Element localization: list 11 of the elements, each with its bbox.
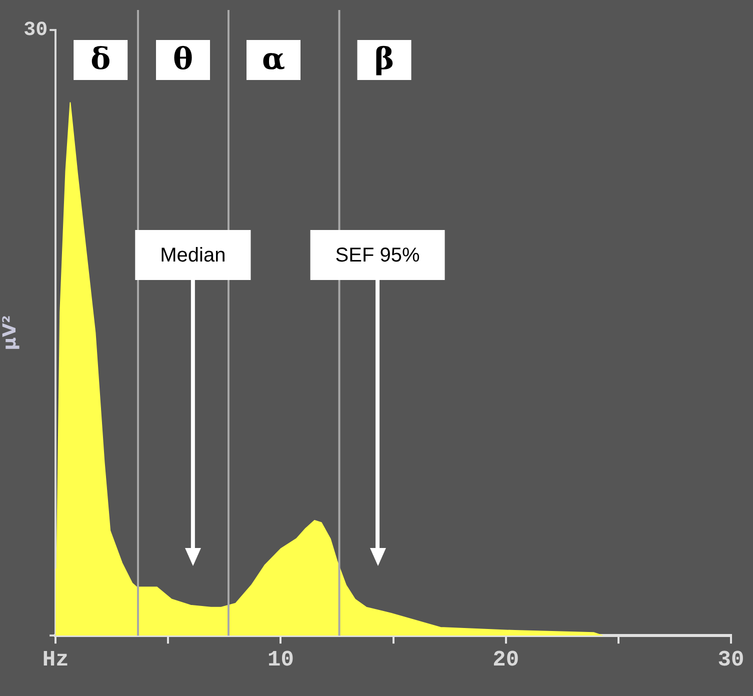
annotation: θ xyxy=(172,42,194,77)
x-tick-label: Hz xyxy=(42,647,69,672)
x-tick-label: 30 xyxy=(718,647,744,672)
ref-line-label: SEF 95% xyxy=(335,244,420,267)
ref-line-label: Median xyxy=(160,244,226,267)
annotation: δ xyxy=(90,42,111,77)
x-tick-label: 10 xyxy=(268,647,294,672)
annotation: β xyxy=(374,42,394,77)
annotation: α xyxy=(262,42,286,77)
x-tick-label: 20 xyxy=(492,647,520,672)
y-axis-title: μV² xyxy=(0,315,20,350)
